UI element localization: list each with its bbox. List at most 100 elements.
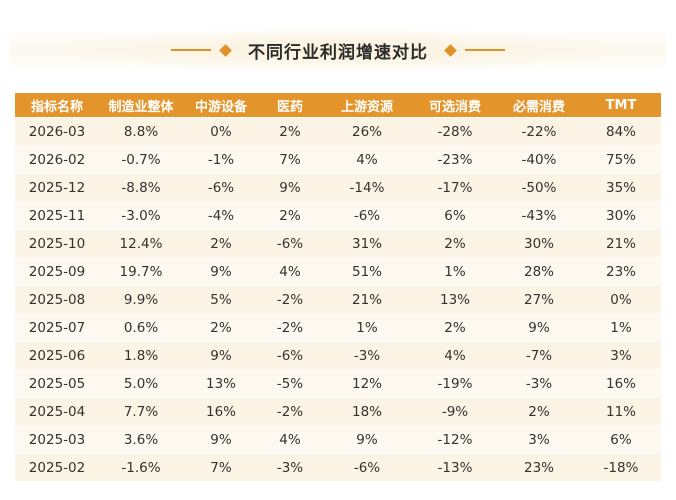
page-title: 不同行业利润增速对比: [248, 42, 428, 63]
table-cell: -6%: [259, 341, 321, 370]
table-row: 2026-03 8.8% 0% 2% 26% -28% -22% 84%: [15, 117, 661, 146]
table-cell: 2%: [497, 397, 581, 426]
table-cell: 3.6%: [99, 425, 183, 454]
table-cell: -19%: [413, 369, 497, 398]
table-cell: 9%: [321, 425, 413, 454]
column-header: TMT: [581, 93, 661, 118]
table-cell: -6%: [183, 173, 259, 202]
title-left-line: [171, 49, 211, 51]
table-cell: 51%: [321, 257, 413, 286]
table-cell: 2%: [259, 201, 321, 230]
title-banner: 不同行业利润增速对比: [10, 28, 666, 72]
table-row: 2025-05 5.0% 13% -5% 12% -19% -3% 16%: [15, 369, 661, 398]
table-cell: -3%: [497, 369, 581, 398]
table-cell: 4%: [413, 341, 497, 370]
table-cell: 2%: [259, 117, 321, 146]
table-cell: 3%: [497, 425, 581, 454]
table-cell: -3.0%: [99, 201, 183, 230]
profit-growth-table: 指标名称 制造业整体 中游设备 医药 上游资源 可选消费 必需消费 TMT 2026-03 8.…: [15, 93, 661, 481]
row-date-cell: 2025-10: [15, 229, 99, 258]
table-cell: 1%: [413, 257, 497, 286]
table-cell: -6%: [321, 453, 413, 481]
table-cell: -17%: [413, 173, 497, 202]
table-cell: -50%: [497, 173, 581, 202]
table-cell: 2%: [183, 313, 259, 342]
table-cell: 5.0%: [99, 369, 183, 398]
table-cell: 0%: [581, 285, 661, 314]
table-cell: 4%: [259, 257, 321, 286]
title-left-diamond-icon: [219, 43, 232, 57]
table-cell: 18%: [321, 397, 413, 426]
title-group: 不同行业利润增速对比: [171, 38, 505, 63]
table-cell: -13%: [413, 453, 497, 481]
table-cell: 9.9%: [99, 285, 183, 314]
table-cell: 9%: [183, 341, 259, 370]
table-cell: 2%: [413, 229, 497, 258]
row-date-cell: 2025-06: [15, 341, 99, 370]
table-cell: 1%: [321, 313, 413, 342]
table-cell: 75%: [581, 145, 661, 174]
table-cell: -12%: [413, 425, 497, 454]
table-cell: -1.6%: [99, 453, 183, 481]
table-row: 2025-06 1.8% 9% -6% -3% 4% -7% 3%: [15, 341, 661, 370]
table-cell: 2%: [413, 313, 497, 342]
table-cell: -28%: [413, 117, 497, 146]
table-cell: 7%: [183, 453, 259, 481]
table-cell: -14%: [321, 173, 413, 202]
table-cell: 16%: [183, 397, 259, 426]
table-cell: 4%: [259, 425, 321, 454]
table-cell: 0.6%: [99, 313, 183, 342]
table-cell: 2%: [183, 229, 259, 258]
table-cell: -2%: [259, 397, 321, 426]
column-header: 制造业整体: [99, 93, 183, 118]
table-row: 2025-04 7.7% 16% -2% 18% -9% 2% 11%: [15, 397, 661, 426]
table-cell: 12%: [321, 369, 413, 398]
column-header: 上游资源: [321, 93, 413, 118]
table-cell: 5%: [183, 285, 259, 314]
column-header: 必需消费: [497, 93, 581, 118]
table-cell: 9%: [183, 257, 259, 286]
table-row: 2025-02 -1.6% 7% -3% -6% -13% 23% -18%: [15, 453, 661, 481]
table-cell: -5%: [259, 369, 321, 398]
row-date-cell: 2025-12: [15, 173, 99, 202]
table-cell: -2%: [259, 285, 321, 314]
table-cell: 0%: [183, 117, 259, 146]
table-cell: 9%: [259, 173, 321, 202]
table-cell: 7.7%: [99, 397, 183, 426]
table-cell: 6%: [413, 201, 497, 230]
table-row: 2025-10 12.4% 2% -6% 31% 2% 30% 21%: [15, 229, 661, 258]
table-row: 2025-08 9.9% 5% -2% 21% 13% 27% 0%: [15, 285, 661, 314]
table-cell: 13%: [413, 285, 497, 314]
column-header: 可选消费: [413, 93, 497, 118]
table-cell: -40%: [497, 145, 581, 174]
table-cell: -18%: [581, 453, 661, 481]
table-cell: -22%: [497, 117, 581, 146]
table-cell: 27%: [497, 285, 581, 314]
column-header: 指标名称: [15, 93, 99, 118]
table-cell: 12.4%: [99, 229, 183, 258]
table-body: 2026-03 8.8% 0% 2% 26% -28% -22% 84% 2026-02 -0.7…: [15, 117, 661, 481]
table-cell: -43%: [497, 201, 581, 230]
table-cell: 21%: [581, 229, 661, 258]
table-cell: -3%: [259, 453, 321, 481]
row-date-cell: 2025-02: [15, 453, 99, 481]
row-date-cell: 2025-07: [15, 313, 99, 342]
table-cell: 84%: [581, 117, 661, 146]
row-date-cell: 2025-05: [15, 369, 99, 398]
table-cell: 6%: [581, 425, 661, 454]
table-cell: 13%: [183, 369, 259, 398]
table-cell: -9%: [413, 397, 497, 426]
table-cell: 9%: [497, 313, 581, 342]
table-cell: -2%: [259, 313, 321, 342]
row-date-cell: 2026-02: [15, 145, 99, 174]
row-date-cell: 2025-08: [15, 285, 99, 314]
table-header-row: 指标名称 制造业整体 中游设备 医药 上游资源 可选消费 必需消费 TMT: [15, 93, 661, 118]
table-cell: 35%: [581, 173, 661, 202]
table-cell: 3%: [581, 341, 661, 370]
table-row: 2026-02 -0.7% -1% 7% 4% -23% -40% 75%: [15, 145, 661, 174]
column-header: 医药: [259, 93, 321, 118]
table-cell: 23%: [497, 453, 581, 481]
table-row: 2025-11 -3.0% -4% 2% -6% 6% -43% 30%: [15, 201, 661, 230]
table-cell: -6%: [259, 229, 321, 258]
row-date-cell: 2025-03: [15, 425, 99, 454]
